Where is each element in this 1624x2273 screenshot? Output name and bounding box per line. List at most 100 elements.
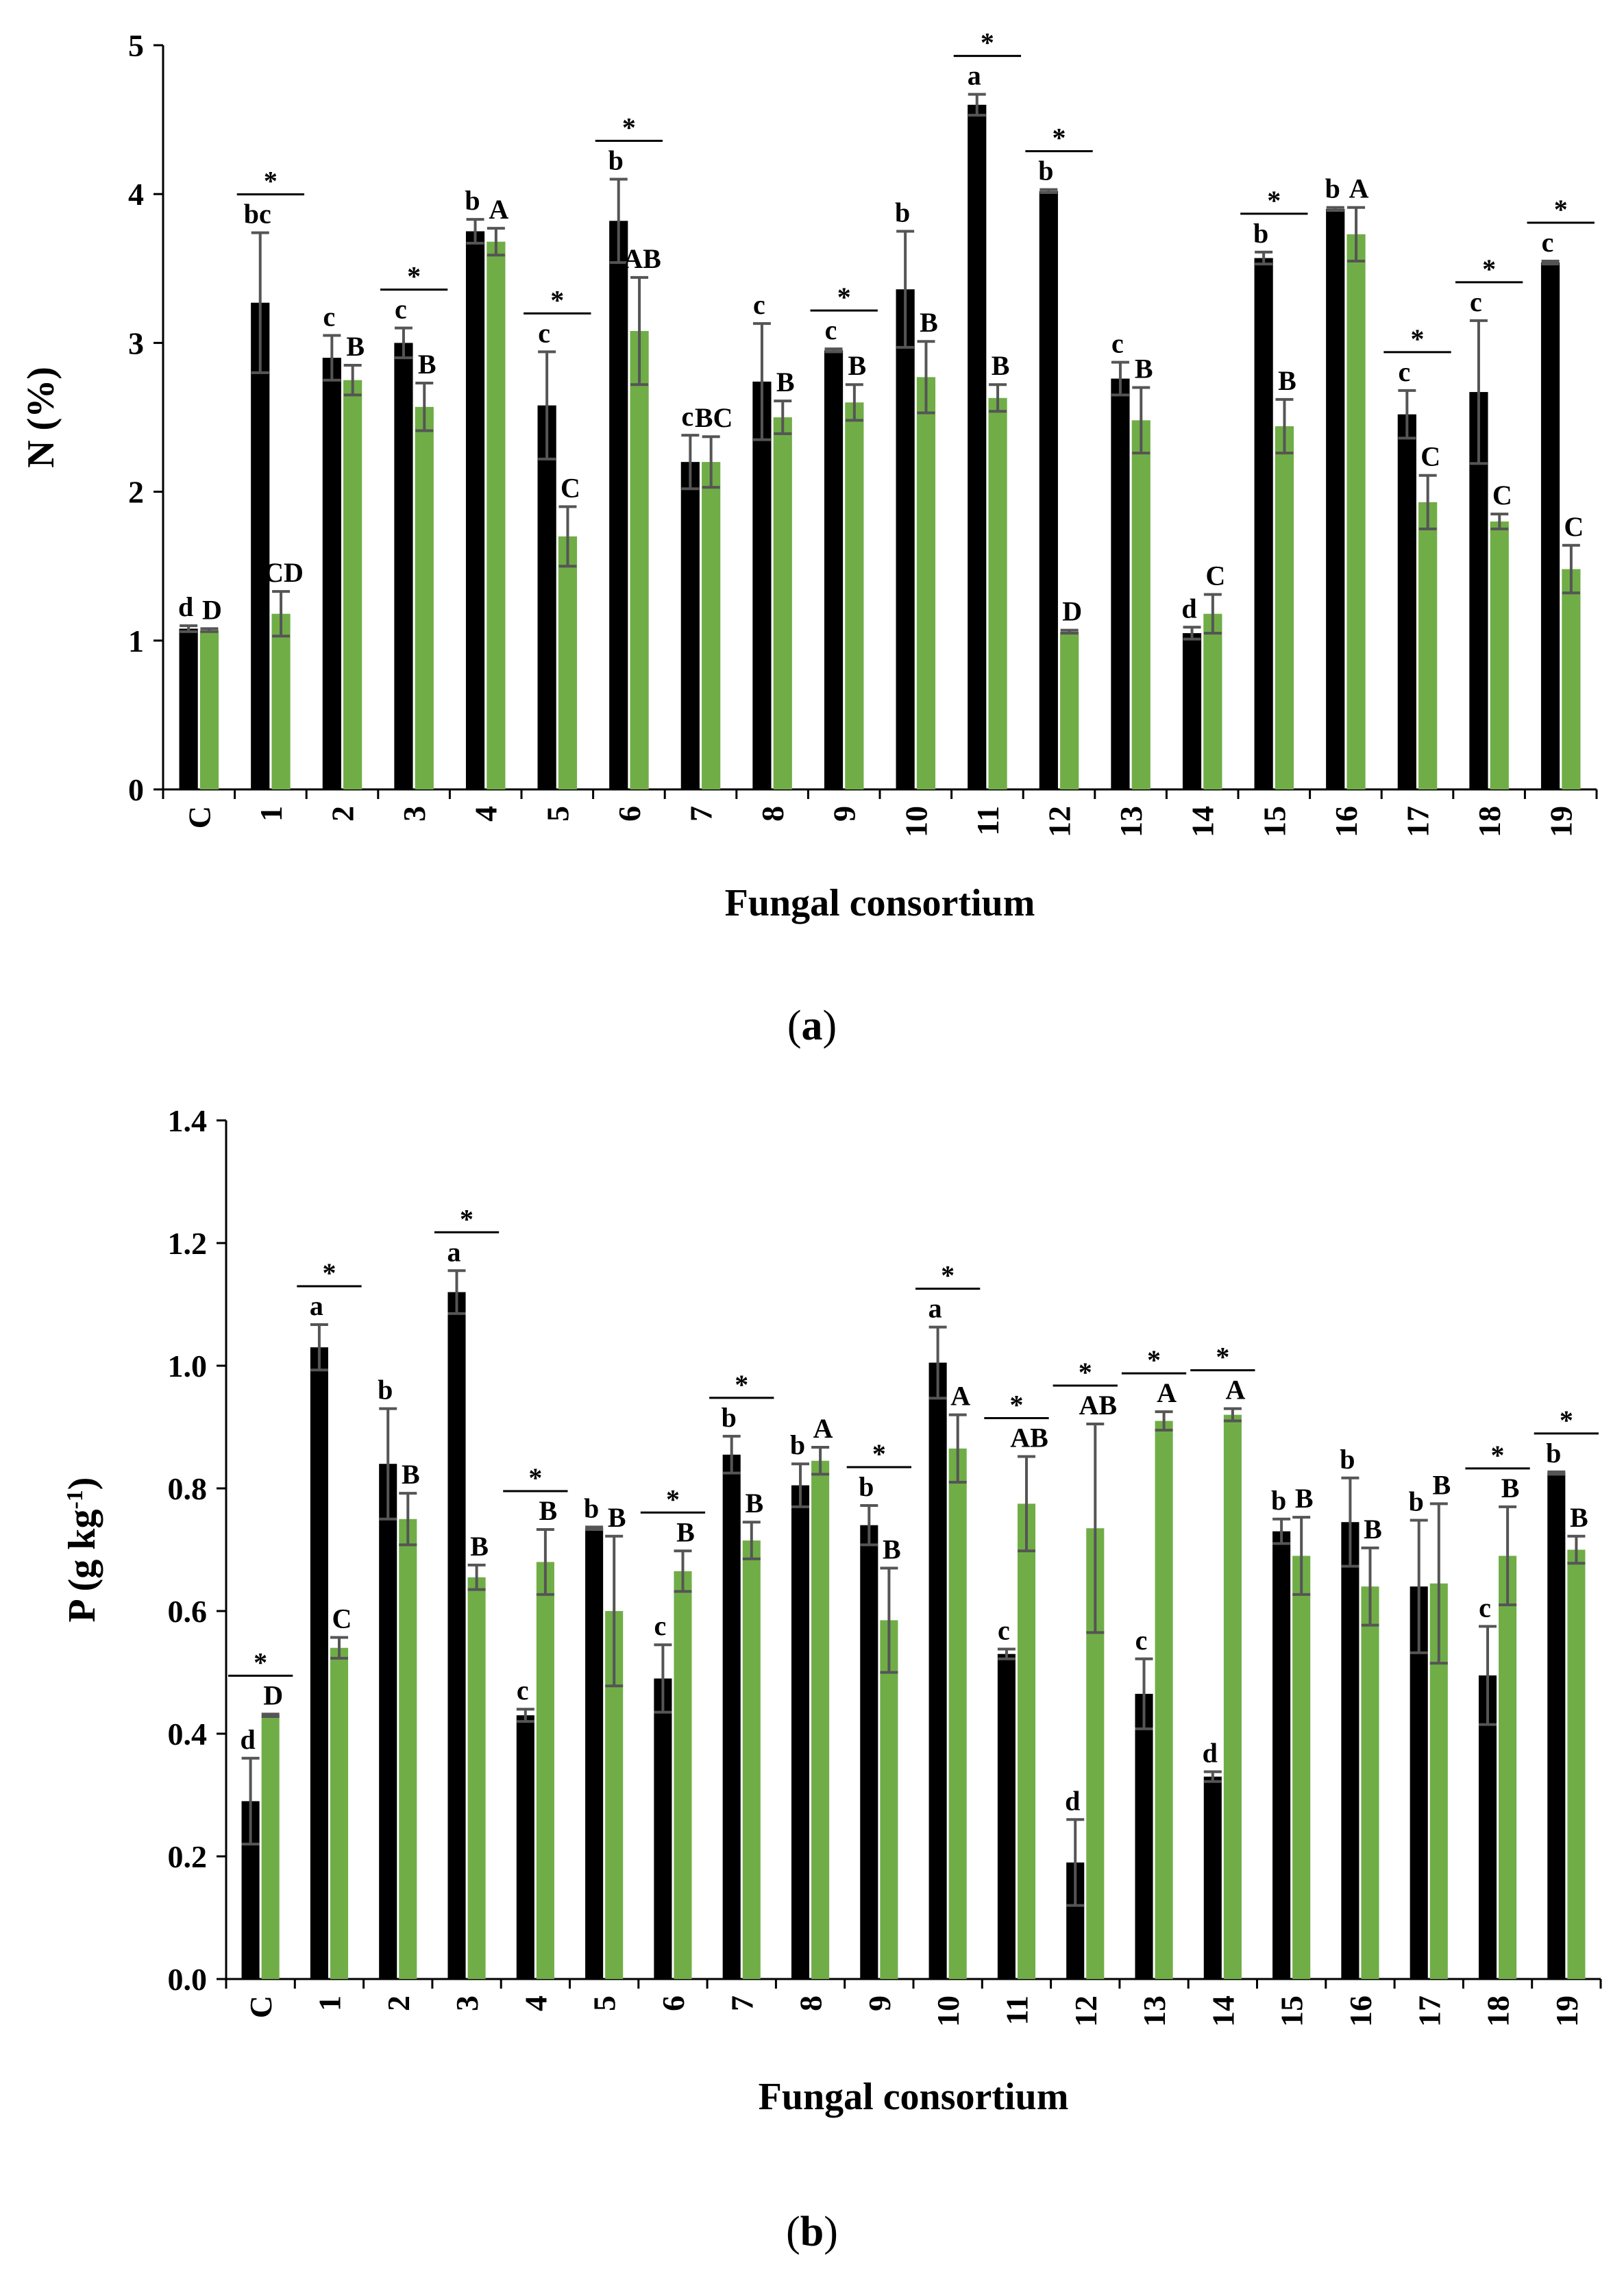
significance-letter: A [489,194,508,225]
significance-letter: B [1570,1502,1588,1533]
x-category-label: 1 [312,1995,347,2011]
x-category-label: 8 [793,1995,828,2011]
significance-letter: b [1271,1485,1286,1516]
significance-star: * [1411,323,1425,354]
significance-letter: c [825,315,837,345]
bar-series-2 [558,536,578,789]
bar-series-1 [322,358,341,789]
x-axis-title: Fungal consortium [759,2076,1069,2118]
significance-letter: B [1364,1514,1382,1545]
significance-letter: A [813,1413,833,1444]
significance-letter: b [1325,173,1340,204]
significance-letter: C [561,472,580,503]
significance-star: * [1147,1344,1161,1375]
bar-series-1 [896,289,915,789]
significance-letter: B [1135,354,1153,384]
bar-series-2 [811,1460,830,1979]
y-tick-label: 0.2 [168,1839,208,1874]
significance-star: * [460,1203,473,1234]
bar-series-1 [680,462,700,789]
significance-letter: b [584,1492,599,1523]
bar-series-2 [1361,1586,1379,1979]
significance-letter: B [1432,1469,1451,1500]
bar-series-1 [1135,1693,1153,1979]
bar-series-2 [916,377,936,789]
significance-letter: b [378,1375,393,1405]
significance-star: * [1267,185,1281,216]
bar-series-2 [399,1519,417,1979]
significance-letter: bc [244,199,271,230]
caption-b-label: b [800,2209,824,2255]
y-tick-label: 0.0 [168,1962,208,1997]
bar-series-1 [585,1528,604,1979]
y-tick-label: 1.4 [168,1103,208,1138]
significance-letter: B [1295,1483,1314,1514]
y-tick-label: 5 [128,28,144,63]
significance-star: * [666,1484,680,1514]
bar-series-1 [447,1292,466,1979]
significance-letter: A [1157,1377,1177,1408]
significance-star: * [1009,1389,1023,1420]
significance-letter: D [263,1680,283,1710]
bar-series-2 [1418,502,1438,789]
bar-series-1 [824,350,844,789]
significance-letter: b [722,1402,737,1433]
significance-letter: B [1278,365,1296,396]
bar-series-1 [1203,1776,1222,1979]
significance-letter: BC [695,402,733,433]
significance-letter: b [1253,218,1268,249]
bar-series-2 [261,1715,280,1979]
significance-letter: B [418,349,436,380]
x-category-label: 2 [381,1995,416,2011]
x-category-label: 2 [325,806,360,822]
y-tick-label: 1.0 [168,1349,208,1384]
x-category-label: 4 [518,1995,553,2011]
significance-letter: d [178,591,193,622]
significance-star: * [872,1438,886,1469]
significance-star: * [1491,1440,1505,1471]
x-category-label: 11 [970,806,1005,835]
significance-letter: B [848,350,867,381]
significance-letter: AB [1010,1422,1048,1453]
significance-letter: B [346,331,365,362]
significance-star: * [1079,1357,1092,1388]
caption-a: (a) [787,1003,837,1049]
significance-letter: c [1111,328,1124,359]
significance-letter: B [1501,1473,1520,1503]
significance-star: * [735,1369,748,1400]
significance-letter: AB [1079,1390,1118,1421]
significance-letter: b [1546,1438,1561,1469]
bar-series-2 [1567,1549,1586,1979]
bar-series-1 [1326,208,1345,789]
significance-letter: B [776,367,795,397]
significance-letter: b [1409,1486,1424,1517]
x-category-label: 3 [397,806,432,822]
bar-series-2 [1490,521,1509,789]
bar-series-1 [179,628,198,789]
significance-letter: c [681,401,693,432]
bar-series-2 [1203,613,1222,789]
bar-series-2 [880,1620,898,1979]
bar-series-1 [1111,378,1130,789]
x-category-label: 10 [898,806,933,837]
x-category-label: 13 [1137,1995,1172,2027]
bar-series-2 [630,331,649,789]
bar-series-2 [1155,1421,1173,1979]
x-category-label: 6 [612,806,647,822]
significance-star: * [550,284,564,315]
x-category-label: 17 [1412,1995,1447,2027]
bar-series-2 [845,402,864,789]
significance-letter: c [538,317,550,348]
x-category-label: 3 [450,1995,484,2011]
x-category-label: 15 [1257,806,1292,837]
bar-series-2 [536,1562,554,1979]
significance-letter: a [447,1236,461,1267]
significance-star: * [254,1647,267,1678]
x-category-label: 15 [1275,1995,1309,2027]
bar-series-1 [1272,1531,1291,1979]
significance-letter: c [395,294,407,325]
significance-letter: B [920,307,938,338]
significance-star: * [407,261,421,292]
x-category-label: 1 [254,806,288,822]
bar-series-2 [1346,234,1366,789]
